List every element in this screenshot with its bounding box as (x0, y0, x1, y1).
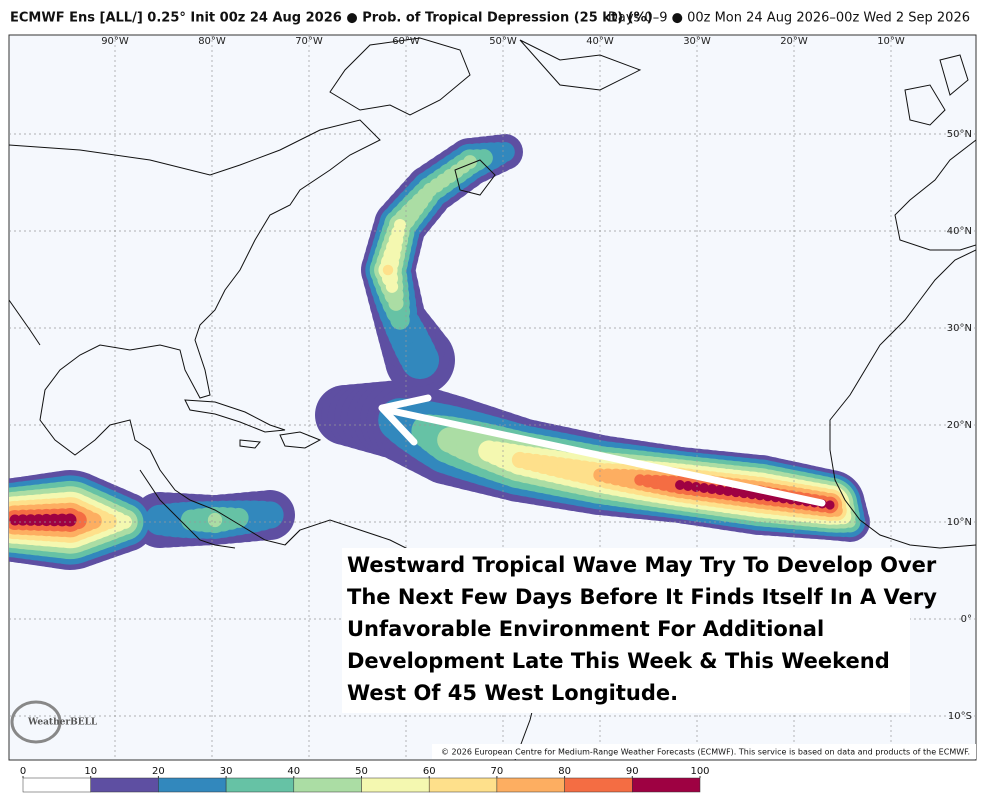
colorbar-tick-label: 30 (220, 766, 233, 777)
lat-label: 10°S (948, 711, 972, 722)
prob-cell (207, 512, 223, 528)
prob-cell (683, 481, 693, 491)
lat-label: 0° (961, 614, 972, 625)
lon-label: 70°W (295, 36, 323, 47)
prob-cell (730, 486, 742, 498)
annotation-box (342, 548, 910, 713)
colorbar-swatch (496, 777, 565, 793)
coast-africa (829, 249, 976, 549)
arrow-shaft (388, 407, 826, 507)
prob-cell (825, 500, 835, 510)
colorbar-swatch (632, 777, 701, 793)
logo-swirl (10, 700, 62, 744)
colorbar-swatch (90, 777, 159, 793)
lon-label: 60°W (392, 36, 420, 47)
prob-cell (675, 480, 685, 490)
lat-label: 40°N (947, 226, 972, 237)
coast-europe (894, 54, 976, 251)
footer-bg (432, 744, 976, 759)
prob-cell (475, 149, 493, 167)
coast-newfoundland (454, 159, 496, 196)
colorbar-swatch (158, 777, 227, 793)
annotation: Westward Tropical Wave May Try To Develo… (347, 553, 937, 705)
colorbar-tick-label: 100 (690, 766, 709, 777)
coast-hispaniola (239, 431, 322, 449)
colorbar-tick-label: 20 (152, 766, 165, 777)
colorbar-swatch (361, 777, 430, 793)
prob-cell (256, 501, 284, 529)
lon-label: 50°W (489, 36, 517, 47)
logo: WeatherBELL (10, 700, 98, 744)
header-title: ECMWF Ens [ALL/] 0.25° Init 00z 24 Aug 2… (10, 11, 653, 26)
copyright: © 2026 European Centre for Medium-Range … (441, 748, 970, 757)
coast-north-america (9, 119, 381, 546)
prob-cell (706, 483, 718, 495)
wave-arrow (378, 394, 826, 507)
lat-label: 30°N (947, 323, 972, 334)
prob-cell (85, 512, 102, 530)
colorbar-tick-label: 60 (423, 766, 436, 777)
lon-label: 20°W (780, 36, 808, 47)
logo-text: WeatherBELL (27, 718, 98, 728)
prob-cell (690, 481, 702, 493)
colorbar-swatch (428, 777, 498, 793)
lon-label: 90°W (101, 36, 129, 47)
lat-label: 20°N (947, 420, 972, 431)
colorbar-swatch (293, 777, 362, 793)
annotation-line: West Of 45 West Longitude. (347, 681, 678, 705)
prob-cell (714, 484, 726, 496)
lon-label: 80°W (198, 36, 226, 47)
prob-cell (63, 513, 77, 527)
colorbar-swatch (22, 777, 91, 793)
lon-label: 30°W (683, 36, 711, 47)
prob-cell (9, 514, 21, 526)
annotation-line: Westward Tropical Wave May Try To Develo… (347, 553, 937, 577)
colorbar-tick-label: 80 (558, 766, 571, 777)
annotation-line: The Next Few Days Before It Finds Itself… (347, 585, 937, 609)
graticule (9, 35, 976, 760)
arrow-head (378, 394, 432, 446)
annotation-line: Unfavorable Environment For Additional (347, 617, 824, 641)
prob-cell (722, 485, 734, 497)
colorbar-tick-label: 90 (626, 766, 639, 777)
colorbar: 0 10 20 30 40 50 60 70 80 90 100 (20, 766, 710, 793)
prob-cell (382, 264, 394, 276)
coast-central-america (9, 299, 236, 549)
colorbar-tick-label: 70 (491, 766, 504, 777)
annotation-line: Development Late This Week & This Weeken… (347, 649, 890, 673)
colorbar-tick-label: 0 (20, 766, 26, 777)
lon-label: 10°W (877, 36, 905, 47)
colorbar-tick-label: 10 (84, 766, 97, 777)
coast-greenland (329, 37, 642, 116)
prob-cell (698, 482, 710, 494)
prob-cell (495, 142, 515, 162)
lat-label: 50°N (947, 129, 972, 140)
prob-cell (101, 513, 117, 529)
colorbar-swatch (564, 777, 633, 793)
prob-cell (394, 219, 406, 231)
prob-cell (228, 507, 249, 528)
colorbar-swatch (225, 777, 295, 793)
lat-label: 10°N (947, 517, 972, 528)
lon-label: 40°W (586, 36, 614, 47)
colorbar-tick-label: 40 (287, 766, 300, 777)
header-dates: Days 0–9 ● 00z Mon 24 Aug 2026–00z Wed 2… (608, 11, 970, 26)
colorbar-tick-label: 50 (355, 766, 368, 777)
coast-cuba (184, 399, 286, 433)
